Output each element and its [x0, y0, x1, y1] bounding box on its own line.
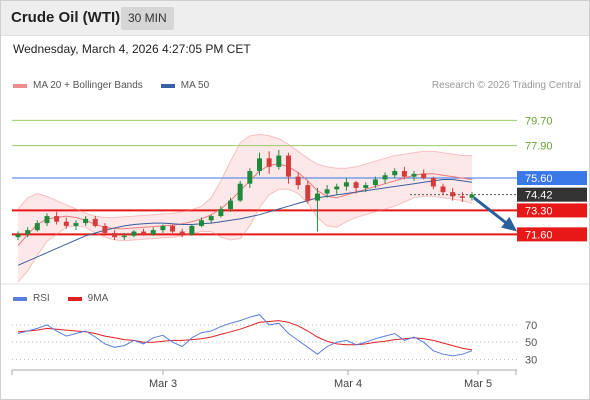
candle-body: [324, 189, 330, 194]
x-tick-label: Mar 5: [464, 378, 492, 390]
instrument-title: Crude Oil (WTI): [11, 9, 121, 26]
level-label-resistance: 77.90: [525, 141, 553, 153]
level-label-pivot: 75.60: [525, 173, 553, 185]
candle-body: [314, 193, 320, 201]
level-tag-pivot: [517, 171, 587, 186]
bollinger-upper-line: [17, 133, 472, 218]
candle-body: [141, 231, 147, 235]
candle-body: [44, 216, 50, 224]
candle-body: [285, 155, 291, 177]
candle-body: [121, 235, 127, 238]
bollinger-lower-line: [17, 188, 473, 283]
main-legend: MA 20 + Bollinger Bands MA 50: [13, 80, 227, 91]
candle-body: [63, 221, 69, 226]
legend-label-9ma: 9MA: [87, 293, 109, 304]
rsi-9ma-line: [17, 320, 473, 351]
level-label-support: 71.60: [525, 229, 553, 241]
candle-body: [450, 192, 456, 197]
level-label-resistance: 79.70: [525, 115, 553, 127]
candle-body: [401, 171, 407, 177]
candle-body: [276, 155, 282, 167]
candle-body: [353, 182, 359, 188]
rsi-line: [17, 314, 473, 357]
candle-body: [150, 230, 156, 235]
legend-swatch-rsi: [13, 296, 27, 301]
level-tag-support: [517, 203, 587, 218]
candle-body: [131, 231, 137, 236]
candle-body: [218, 209, 224, 217]
candle-body: [92, 218, 98, 226]
legend-label-rsi: RSI: [33, 293, 50, 304]
candle-body: [102, 225, 108, 233]
rsi-tick-label: 70: [525, 320, 537, 332]
ma50-line: [17, 179, 473, 266]
candle-body: [295, 176, 301, 186]
x-tick-label: Mar 3: [149, 378, 177, 390]
candle-body: [73, 223, 79, 226]
legend-swatch-ma50: [160, 83, 175, 88]
candle-body: [228, 200, 234, 210]
candle-body: [372, 179, 378, 186]
datetime-label: Wednesday, March 4, 2026 4:27:05 PM CET: [13, 42, 251, 56]
forecast-arrowhead: [501, 216, 518, 232]
legend-swatch-9ma: [67, 296, 82, 301]
candle-body: [363, 185, 369, 188]
candle-body: [334, 186, 340, 190]
candle-body: [382, 175, 388, 180]
candle-body: [247, 171, 253, 184]
candle-body: [440, 186, 446, 193]
level-tag-current: [517, 187, 587, 202]
legend-label-ma50: MA 50: [180, 80, 210, 91]
candle-body: [459, 196, 465, 198]
rsi-legend: RSI 9MA: [13, 293, 126, 304]
candle-body: [266, 158, 272, 167]
rsi-tick-label: 50: [525, 337, 537, 349]
legend-item-9ma: 9MA: [67, 293, 109, 304]
candle-body: [469, 194, 475, 198]
credit-label: Research © 2026 Trading Central: [431, 80, 581, 91]
candle-body: [179, 231, 185, 235]
rsi-tick-label: 30: [525, 354, 537, 366]
legend-label-ma20: MA 20 + Bollinger Bands: [33, 80, 143, 91]
candle-body: [392, 171, 398, 176]
legend-item-ma20: MA 20 + Bollinger Bands: [13, 80, 143, 91]
legend-swatch-ma20: [13, 83, 27, 88]
candle-body: [237, 183, 243, 201]
level-tag-support: [517, 227, 587, 242]
bollinger-band-fill: [18, 134, 472, 283]
level-label-support: 73.30: [525, 205, 553, 217]
candle-body: [199, 220, 205, 226]
header-bar: Crude Oil (WTI) 30 MIN: [0, 0, 590, 36]
candle-body: [430, 178, 436, 187]
candle-body: [25, 230, 31, 235]
candle-body: [421, 173, 427, 179]
candle-body: [54, 216, 60, 222]
candle-body: [411, 173, 417, 177]
level-label-current: 74.42: [525, 190, 553, 202]
candle-body: [34, 223, 40, 231]
legend-item-rsi: RSI: [13, 293, 50, 304]
candle-body: [343, 182, 349, 187]
candle-body: [208, 216, 214, 221]
candle-body: [160, 225, 166, 231]
x-tick-label: Mar 4: [334, 378, 362, 390]
candle-body: [256, 158, 262, 172]
candle-body: [112, 232, 118, 238]
candle-body: [170, 225, 176, 232]
candle-body: [15, 234, 21, 238]
candle-body: [83, 218, 89, 224]
forecast-arrow-shaft: [473, 196, 511, 228]
legend-item-ma50: MA 50: [160, 80, 210, 91]
candle-body: [305, 185, 311, 201]
timeframe-button[interactable]: 30 MIN: [121, 7, 174, 30]
candle-body: [189, 225, 195, 235]
